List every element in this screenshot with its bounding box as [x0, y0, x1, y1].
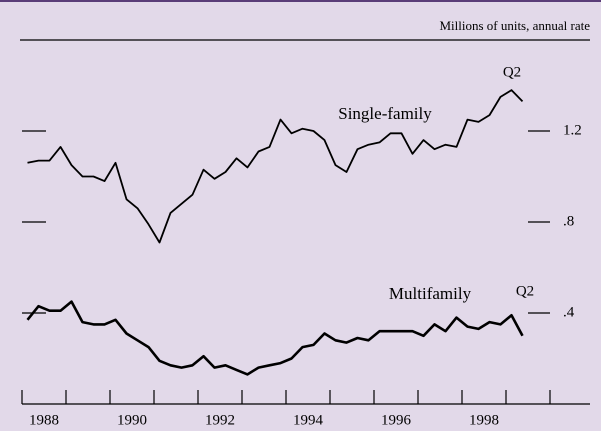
x-tick-label: 1988 — [29, 412, 59, 428]
y-tick-label: 1.2 — [563, 122, 582, 138]
annotation: Q2 — [516, 283, 534, 299]
subtitle: Millions of units, annual rate — [439, 18, 590, 33]
annotation: Q2 — [503, 64, 521, 80]
x-tick-label: 1994 — [293, 412, 324, 428]
top-rule — [0, 0, 601, 2]
x-tick-label: 1990 — [117, 412, 147, 428]
x-tick-label: 1998 — [469, 412, 499, 428]
series-line — [27, 89, 524, 244]
y-tick-label: .4 — [563, 304, 575, 320]
series-label: Single-family — [338, 104, 432, 123]
y-tick-label: .8 — [563, 213, 574, 229]
series-line — [26, 300, 524, 376]
series-label: Multifamily — [389, 284, 472, 303]
x-tick-label: 1992 — [205, 412, 235, 428]
x-tick-label: 1996 — [381, 412, 412, 428]
